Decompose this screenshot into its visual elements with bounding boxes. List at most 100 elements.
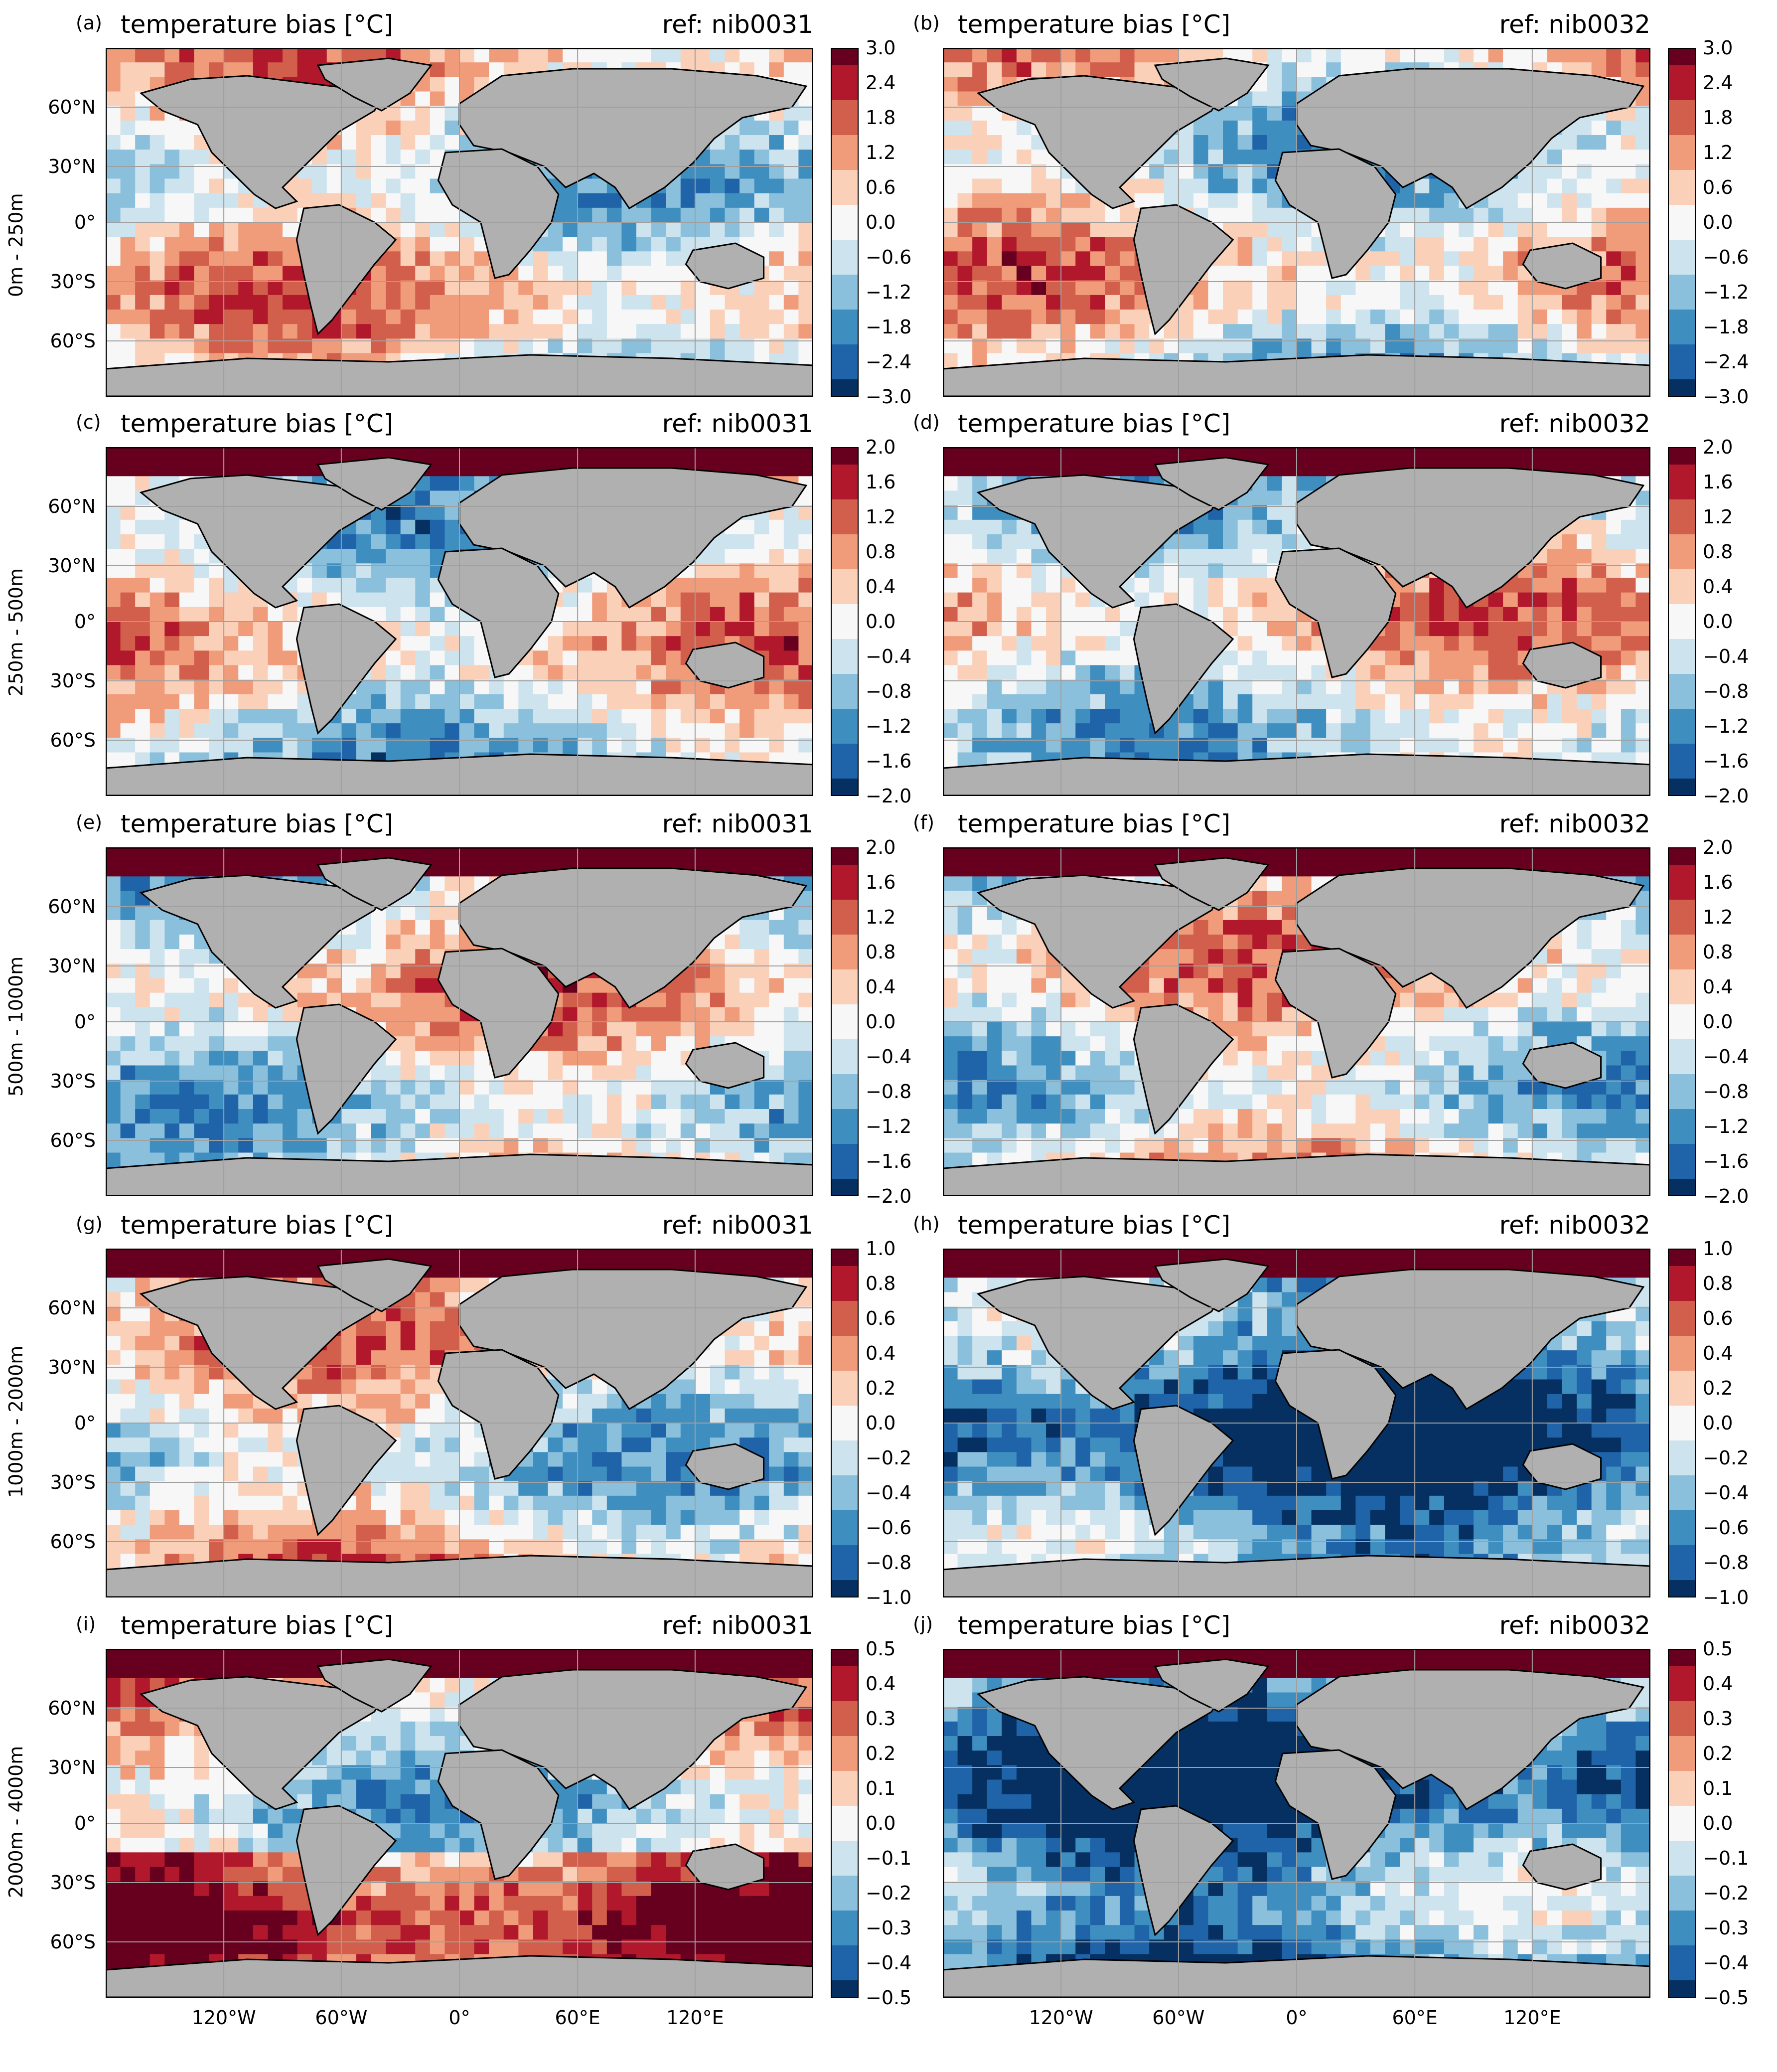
colorbar-tick-label: 0.0 [866, 211, 896, 233]
bias-map [943, 1249, 1650, 1597]
colorbar-tick-label: −1.6 [1703, 750, 1749, 772]
land-mass [139, 474, 390, 609]
bias-map [943, 847, 1650, 1196]
land-mass [1154, 1258, 1270, 1312]
colorbar-tick-label: −0.8 [1703, 680, 1749, 702]
colorbar-tick-label: 0.5 [1703, 1638, 1733, 1660]
latitude-tick-label: 60°N [48, 1297, 96, 1319]
longitude-tick-label: 60°W [315, 2007, 368, 2029]
latitude-tick-label: 30°S [50, 1471, 96, 1493]
colorbar [831, 1249, 859, 1597]
colorbar-tick-label: 0.2 [866, 1743, 896, 1764]
colorbar-tick-label: 1.2 [866, 906, 896, 928]
colorbar-tick-label: 0.0 [866, 1412, 896, 1434]
colorbar-tick-label: 0.0 [866, 1812, 896, 1834]
colorbar [831, 48, 859, 397]
panel-letter: (j) [913, 1613, 933, 1635]
land-mass [316, 1258, 433, 1312]
colorbar-tick-label: 0.2 [1703, 1377, 1733, 1399]
land-mass [976, 1275, 1227, 1410]
colorbar-tick-label: 1.2 [1703, 142, 1733, 163]
panel-ref-label: ref: nib0031 [662, 1211, 813, 1240]
latitude-tick-label: 30°N [48, 1356, 96, 1378]
latitude-tick-label: 30°S [50, 1070, 96, 1092]
latitude-tick-label: 0° [74, 1011, 96, 1033]
colorbar-tick-label: −0.2 [866, 1447, 912, 1469]
land-mass [296, 1003, 397, 1135]
land-mass [1154, 857, 1270, 911]
bias-map [943, 447, 1650, 796]
colorbar-tick-label: −0.6 [1703, 1517, 1749, 1539]
colorbar-tick-label: 2.0 [866, 836, 896, 858]
panel-title: temperature bias [°C] [958, 10, 1231, 39]
panel-ref-label: ref: nib0031 [662, 809, 813, 838]
panel-ref-label: ref: nib0031 [662, 1611, 813, 1640]
colorbar-tick-label: 0.4 [866, 976, 896, 998]
bias-map [106, 447, 813, 796]
colorbar-tick-label: −1.2 [1703, 1116, 1749, 1137]
colorbar-tick-label: 1.6 [866, 471, 896, 493]
panel-ref-label: ref: nib0032 [1499, 1211, 1650, 1240]
colorbar-tick-label: 0.0 [1703, 1812, 1733, 1834]
colorbar-tick-label: 0.4 [866, 1342, 896, 1364]
bias-map [106, 48, 813, 397]
panel-letter: (g) [76, 1213, 103, 1235]
colorbar-tick-label: 0.8 [866, 941, 896, 963]
colorbar-tick-label: −0.8 [866, 680, 912, 702]
colorbar-tick-label: −1.6 [1703, 1150, 1749, 1172]
colorbar-tick-label: −0.8 [1703, 1081, 1749, 1103]
colorbar-tick-label: 0.6 [866, 176, 896, 198]
colorbar-tick-label: −0.4 [1703, 1482, 1749, 1504]
colorbar-tick-label: −0.5 [1703, 1987, 1749, 2009]
longitude-tick-label: 0° [448, 2007, 470, 2029]
latitude-tick-label: 30°S [50, 670, 96, 692]
colorbar-tick-label: −0.4 [1703, 645, 1749, 667]
colorbar-tick-label: 0.6 [866, 1307, 896, 1329]
colorbar-tick-label: 0.6 [1703, 1307, 1733, 1329]
colorbar-tick-label: −0.4 [866, 1482, 912, 1504]
colorbar-tick-label: 2.4 [1703, 72, 1733, 94]
land-mass [1522, 1042, 1602, 1089]
land-mass [296, 1805, 397, 1936]
latitude-tick-label: 30°S [50, 271, 96, 293]
latitude-tick-label: 0° [74, 1812, 96, 1834]
colorbar-tick-label: −1.2 [866, 1116, 912, 1137]
colorbar-tick-label: 1.6 [1703, 471, 1733, 493]
colorbar [831, 1649, 859, 1998]
colorbar-tick-label: −1.2 [866, 715, 912, 737]
colorbar-tick-label: 0.0 [866, 1011, 896, 1033]
colorbar-tick-label: −1.6 [866, 750, 912, 772]
colorbar-tick-label: −1.0 [866, 1587, 912, 1608]
colorbar-tick-label: −0.4 [866, 1046, 912, 1068]
colorbar-tick-label: −0.3 [1703, 1917, 1749, 1939]
latitude-tick-label: 60°N [48, 896, 96, 918]
land-mass [139, 75, 390, 209]
colorbar-tick-label: 0.1 [866, 1777, 896, 1799]
panel-letter: (a) [76, 12, 102, 34]
colorbar-tick-label: −1.0 [1703, 1587, 1749, 1608]
panel-letter: (b) [913, 12, 940, 34]
latitude-tick-label: 60°N [48, 495, 96, 517]
colorbar-tick-label: 1.2 [1703, 906, 1733, 928]
colorbar [831, 847, 859, 1196]
colorbar-tick-label: 1.2 [1703, 506, 1733, 528]
colorbar-tick-label: 0.8 [1703, 941, 1733, 963]
colorbar [1668, 1649, 1696, 1998]
land-mass [1133, 1805, 1234, 1936]
latitude-tick-label: 60°N [48, 96, 96, 118]
colorbar-tick-label: 1.2 [866, 142, 896, 163]
land-mass [296, 1405, 397, 1536]
panel-title: temperature bias [°C] [958, 1211, 1231, 1240]
land-mass [1133, 1003, 1234, 1135]
colorbar-tick-label: 3.0 [1703, 37, 1733, 59]
latitude-tick-label: 60°N [48, 1697, 96, 1719]
colorbar-tick-label: 1.8 [1703, 107, 1733, 129]
colorbar-tick-label: −0.3 [866, 1917, 912, 1939]
panel-ref-label: ref: nib0032 [1499, 1611, 1650, 1640]
land-mass [1154, 457, 1270, 511]
colorbar-tick-label: 2.0 [1703, 836, 1733, 858]
latitude-tick-label: 30°S [50, 1872, 96, 1894]
colorbar [1668, 1249, 1696, 1597]
latitude-tick-label: 60°S [50, 1129, 96, 1151]
colorbar-tick-label: 0.0 [1703, 1412, 1733, 1434]
